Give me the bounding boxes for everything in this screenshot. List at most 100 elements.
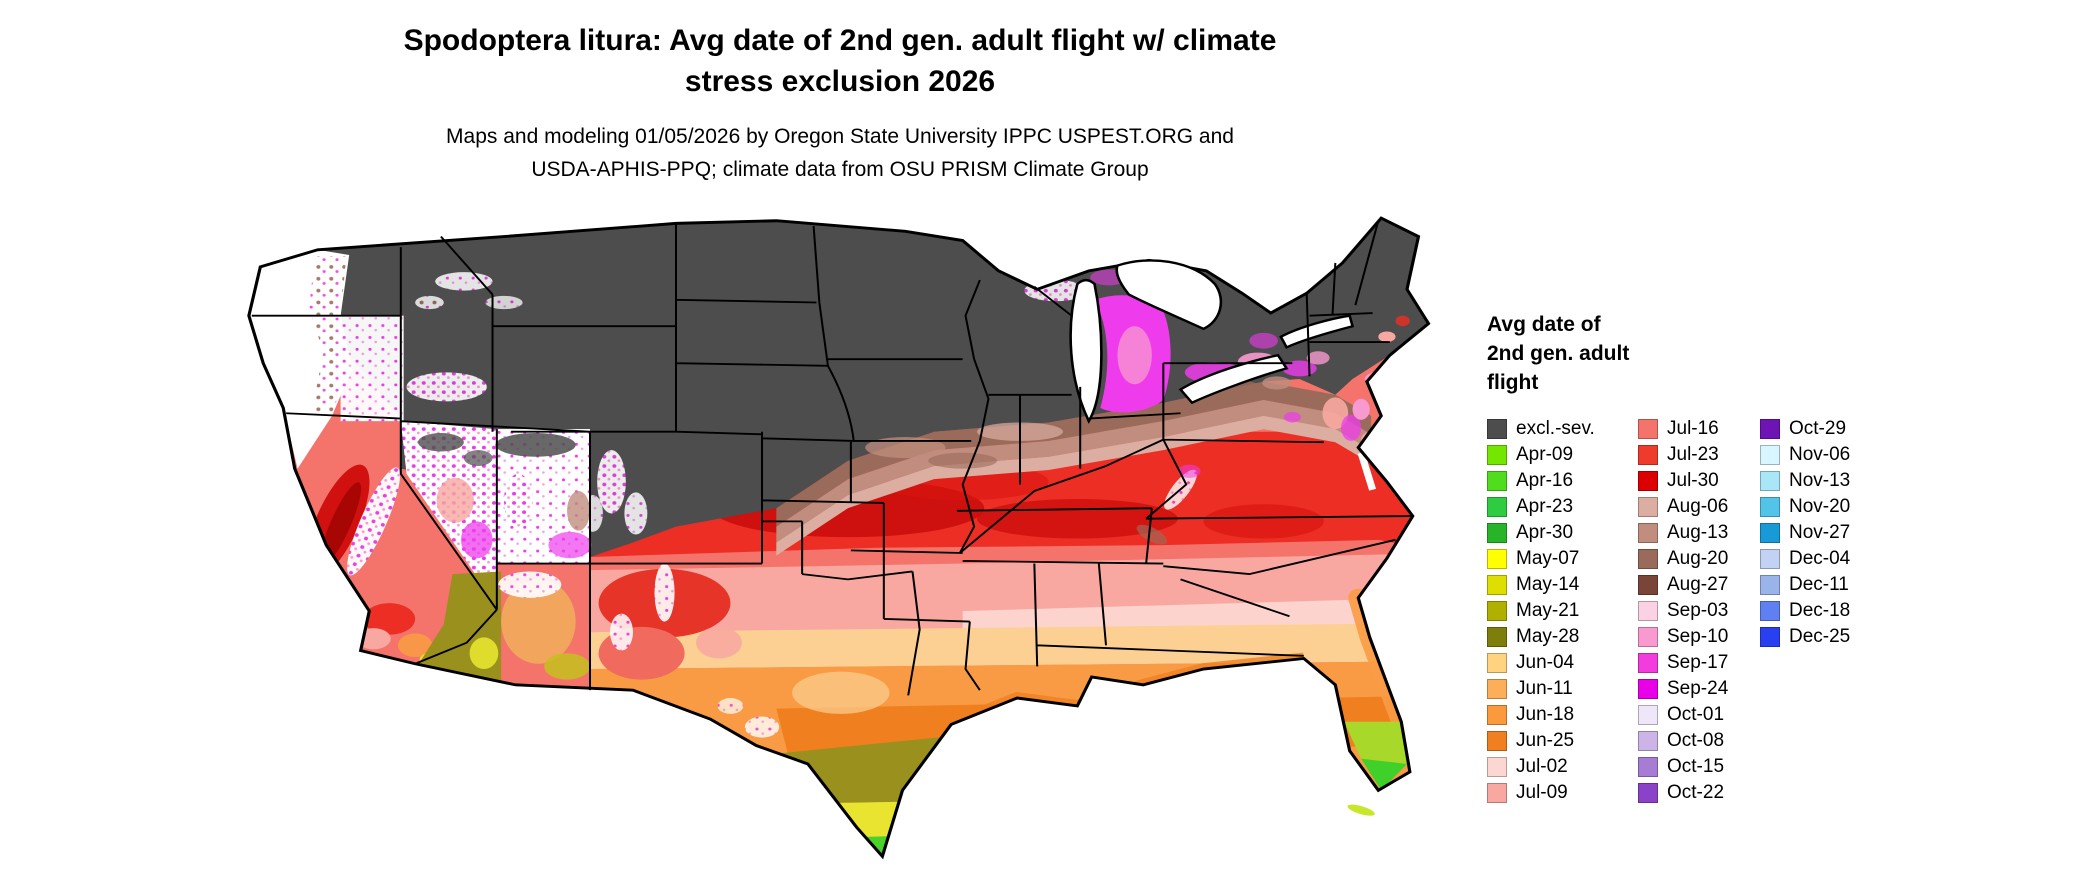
legend-columns: excl.-sev. Apr-09 Apr-16 Apr-23 Apr-30 May-07… [1487,418,1967,809]
legend-label: Jul-09 [1516,782,1568,803]
legend-item: Jun-11 [1487,678,1638,699]
legend-swatch [1487,523,1507,543]
legend-item: Dec-25 [1760,626,1851,647]
legend-column: Oct-29 Nov-06 Nov-13 Nov-20 Nov-27 Dec-04 Dec-… [1760,418,1851,653]
legend-label: May-28 [1516,626,1580,647]
us-map [160,168,1450,880]
legend-label: Aug-13 [1667,522,1729,543]
legend-item: Oct-29 [1760,418,1850,439]
map-fill-layers [248,218,1429,857]
legend-swatch [1760,575,1780,595]
legend-item: Sep-17 [1638,652,1760,673]
legend-item: Sep-10 [1638,626,1760,647]
legend-swatch [1487,601,1507,621]
legend-swatch [1760,601,1780,621]
legend-label: Oct-08 [1667,730,1725,751]
legend-item: Aug-20 [1638,548,1760,569]
legend-label: Jun-11 [1516,678,1573,699]
legend-swatch [1760,549,1780,569]
legend-label: Jul-02 [1516,756,1568,777]
legend-swatch [1638,601,1658,621]
legend-label: Dec-11 [1789,574,1849,595]
legend-item: Nov-13 [1760,470,1850,491]
legend-label: Nov-06 [1789,444,1851,465]
legend-label: Jun-04 [1516,652,1575,673]
legend-item: Jul-16 [1638,418,1760,439]
legend-label: Sep-10 [1667,626,1729,647]
legend-swatch [1487,679,1507,699]
legend-swatch [1638,497,1658,517]
legend-swatch [1638,757,1658,777]
legend-item: Jul-09 [1487,782,1638,803]
legend-item: Jun-18 [1487,704,1638,725]
lake-erie [1178,353,1289,405]
legend-label: Oct-29 [1789,418,1847,439]
lake-michigan [1069,278,1103,424]
legend-swatch [1487,731,1507,751]
legend-swatch [1638,575,1658,595]
legend-swatch [1487,549,1507,569]
legend-label: Sep-17 [1667,652,1729,673]
legend-swatch [1760,627,1780,647]
legend-swatch [1638,783,1658,803]
legend-swatch [1760,523,1780,543]
map-title: Spodoptera litura: Avg date of 2nd gen. … [0,20,1680,102]
legend-swatch [1638,705,1658,725]
legend-label: Jul-16 [1667,418,1719,439]
map-subtitle: Maps and modeling 01/05/2026 by Oregon S… [0,120,1680,186]
legend-label: Apr-23 [1516,496,1574,517]
legend-item: May-07 [1487,548,1638,569]
legend-item: Apr-16 [1487,470,1638,491]
legend-swatch [1760,471,1780,491]
legend-item: excl.-sev. [1487,418,1638,439]
us-outline [247,216,1431,860]
legend-swatch [1487,419,1507,439]
lake-ontario [1279,314,1355,349]
legend-swatch [1487,627,1507,647]
legend-swatch [1487,705,1507,725]
legend-item: Apr-30 [1487,522,1638,543]
legend-swatch [1487,445,1507,465]
legend-label: Apr-09 [1516,444,1574,465]
legend-label: Jul-30 [1667,470,1719,491]
legend-item: Sep-24 [1638,678,1760,699]
great-lakes [1069,259,1355,424]
legend-label: Apr-16 [1516,470,1574,491]
legend-label: Dec-25 [1789,626,1851,647]
legend-title-line2: 2nd gen. adult [1487,342,1630,365]
legend-label: Nov-27 [1789,522,1851,543]
legend-swatch [1638,627,1658,647]
legend-label: Dec-04 [1789,548,1851,569]
legend-title: Avg date of 2nd gen. adult flight [1487,310,1967,397]
legend-label: excl.-sev. [1516,418,1595,439]
legend-label: Jun-18 [1516,704,1575,725]
state-borders [251,220,1413,696]
legend-item: Jul-02 [1487,756,1638,777]
legend-swatch [1487,497,1507,517]
legend-label: Sep-24 [1667,678,1729,699]
lake-huron [1115,259,1223,331]
legend-label: May-14 [1516,574,1580,595]
legend-item: Aug-13 [1638,522,1760,543]
legend-label: Apr-30 [1516,522,1574,543]
legend-label: Oct-01 [1667,704,1725,725]
legend-item: Nov-27 [1760,522,1851,543]
legend-label: Oct-15 [1667,756,1725,777]
legend-item: May-21 [1487,600,1638,621]
legend-swatch [1638,679,1658,699]
legend-item: Jun-25 [1487,730,1638,751]
legend-label: Nov-20 [1789,496,1851,517]
legend-item: Dec-11 [1760,574,1850,595]
legend-swatch [1638,731,1658,751]
legend-swatch [1638,445,1658,465]
legend-item: Sep-03 [1638,600,1760,621]
legend-swatch [1487,471,1507,491]
map-title-line2: stress exclusion 2026 [684,65,996,98]
legend-item: Nov-20 [1760,496,1851,517]
legend-label: Oct-22 [1667,782,1725,803]
legend: Avg date of 2nd gen. adult flight excl.-… [1487,310,1967,809]
legend-swatch [1760,419,1780,439]
us-map-svg [247,216,1431,860]
legend-title-line1: Avg date of [1487,313,1601,336]
legend-swatch [1760,445,1780,465]
